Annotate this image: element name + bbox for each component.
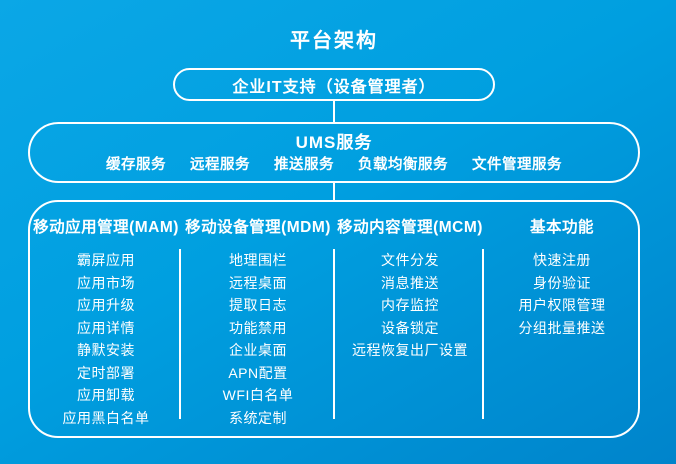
- connector-line-bottom: [333, 183, 335, 200]
- module-item: 设备锁定: [381, 319, 439, 336]
- module-header-mam: 移动应用管理(MAM): [33, 219, 179, 236]
- module-item: 霸屏应用: [77, 252, 135, 268]
- module-item: 静默安装: [77, 342, 135, 358]
- module-item: WFI白名单: [222, 387, 294, 403]
- module-item: 定时部署: [77, 364, 135, 381]
- module-header-basic: 基本功能: [529, 219, 594, 236]
- ums-service-label: 文件管理服务: [472, 157, 562, 173]
- module-item: 提取日志: [229, 297, 287, 313]
- module-items-mdm: 地理围栏远程桌面提取日志功能禁用企业桌面 APN配置 WFI白名单 系统定制: [182, 249, 334, 429]
- module-item: 企业桌面: [229, 342, 287, 358]
- ums-services-box: UMS服务 缓存服务 远程服务 推送服务 负载均衡服务 文件管理服务: [28, 122, 640, 183]
- module-column-basic: 基本功能 快速注册身份验证用户权限管理 分组批量推送: [486, 218, 638, 429]
- module-column-mcm: 移动内容管理(MCM) 文件分发消息推送内存监控设备锁定远程恢复出厂设置: [334, 218, 486, 429]
- enterprise-it-label: 企业IT支持（设备管理者）: [232, 78, 436, 96]
- diagram-stack: 企业IT支持（设备管理者） UMS服务 缓存服务 远程服务 推送服务 负载均衡服务 文件…: [28, 68, 640, 438]
- module-item: 应用市场: [77, 274, 135, 291]
- connector-line-top: [333, 101, 335, 122]
- enterprise-it-box: 企业IT支持（设备管理者）: [173, 68, 495, 101]
- module-items-mcm: 文件分发消息推送内存监控设备锁定远程恢复出厂设置: [334, 249, 486, 362]
- module-item: 身份验证: [533, 274, 591, 291]
- module-item: 分组批量推送: [518, 319, 606, 336]
- ums-service-list: 缓存服务 远程服务 推送服务 负载均衡服务 文件管理服务: [30, 155, 638, 175]
- module-item: 应用卸载: [77, 387, 135, 403]
- module-items-basic: 快速注册身份验证用户权限管理 分组批量推送: [486, 249, 638, 339]
- modules-box: 移动应用管理(MAM) 霸屏应用应用市场应用升级应用详情静默安装定时部署应用卸载…: [28, 200, 640, 438]
- ums-service-label: 缓存服务: [106, 157, 166, 173]
- module-items-mam: 霸屏应用应用市场应用升级应用详情静默安装定时部署应用卸载应用黑白名单: [30, 249, 182, 429]
- column-divider-1: [178, 249, 181, 419]
- module-item: 远程桌面: [229, 274, 287, 291]
- module-item: 快速注册: [533, 252, 591, 268]
- module-item: 内存监控: [381, 297, 439, 313]
- module-header-mcm: 移动内容管理(MCM): [337, 219, 483, 236]
- module-item: 地理围栏: [229, 252, 287, 268]
- ums-service-label: 负载均衡服务: [358, 157, 448, 173]
- module-item: 消息推送: [381, 274, 439, 291]
- module-item: 用户权限管理: [518, 297, 606, 313]
- module-item: 应用详情: [77, 319, 135, 336]
- module-item: 文件分发: [381, 252, 439, 268]
- module-column-mdm: 移动设备管理(MDM) 地理围栏远程桌面提取日志功能禁用企业桌面 APN配置 WFI…: [182, 218, 334, 429]
- ums-service-label: 推送服务: [274, 157, 334, 173]
- module-item: 应用升级: [77, 297, 135, 313]
- module-item: 应用黑白名单: [62, 409, 150, 426]
- ums-service-label: 远程服务: [190, 157, 250, 173]
- module-header-mdm: 移动设备管理(MDM): [185, 219, 331, 236]
- ums-title: UMS服务: [295, 133, 373, 152]
- module-column-mam: 移动应用管理(MAM) 霸屏应用应用市场应用升级应用详情静默安装定时部署应用卸载…: [30, 218, 182, 429]
- module-item: 远程恢复出厂设置: [352, 342, 468, 358]
- module-item: APN配置: [228, 364, 288, 381]
- module-item: 系统定制: [229, 409, 287, 426]
- column-divider-2: [333, 249, 336, 419]
- module-columns: 移动应用管理(MAM) 霸屏应用应用市场应用升级应用详情静默安装定时部署应用卸载…: [30, 202, 638, 429]
- diagram-title: 平台架构: [290, 30, 378, 52]
- module-item: 功能禁用: [229, 319, 287, 336]
- column-divider-3: [482, 249, 485, 419]
